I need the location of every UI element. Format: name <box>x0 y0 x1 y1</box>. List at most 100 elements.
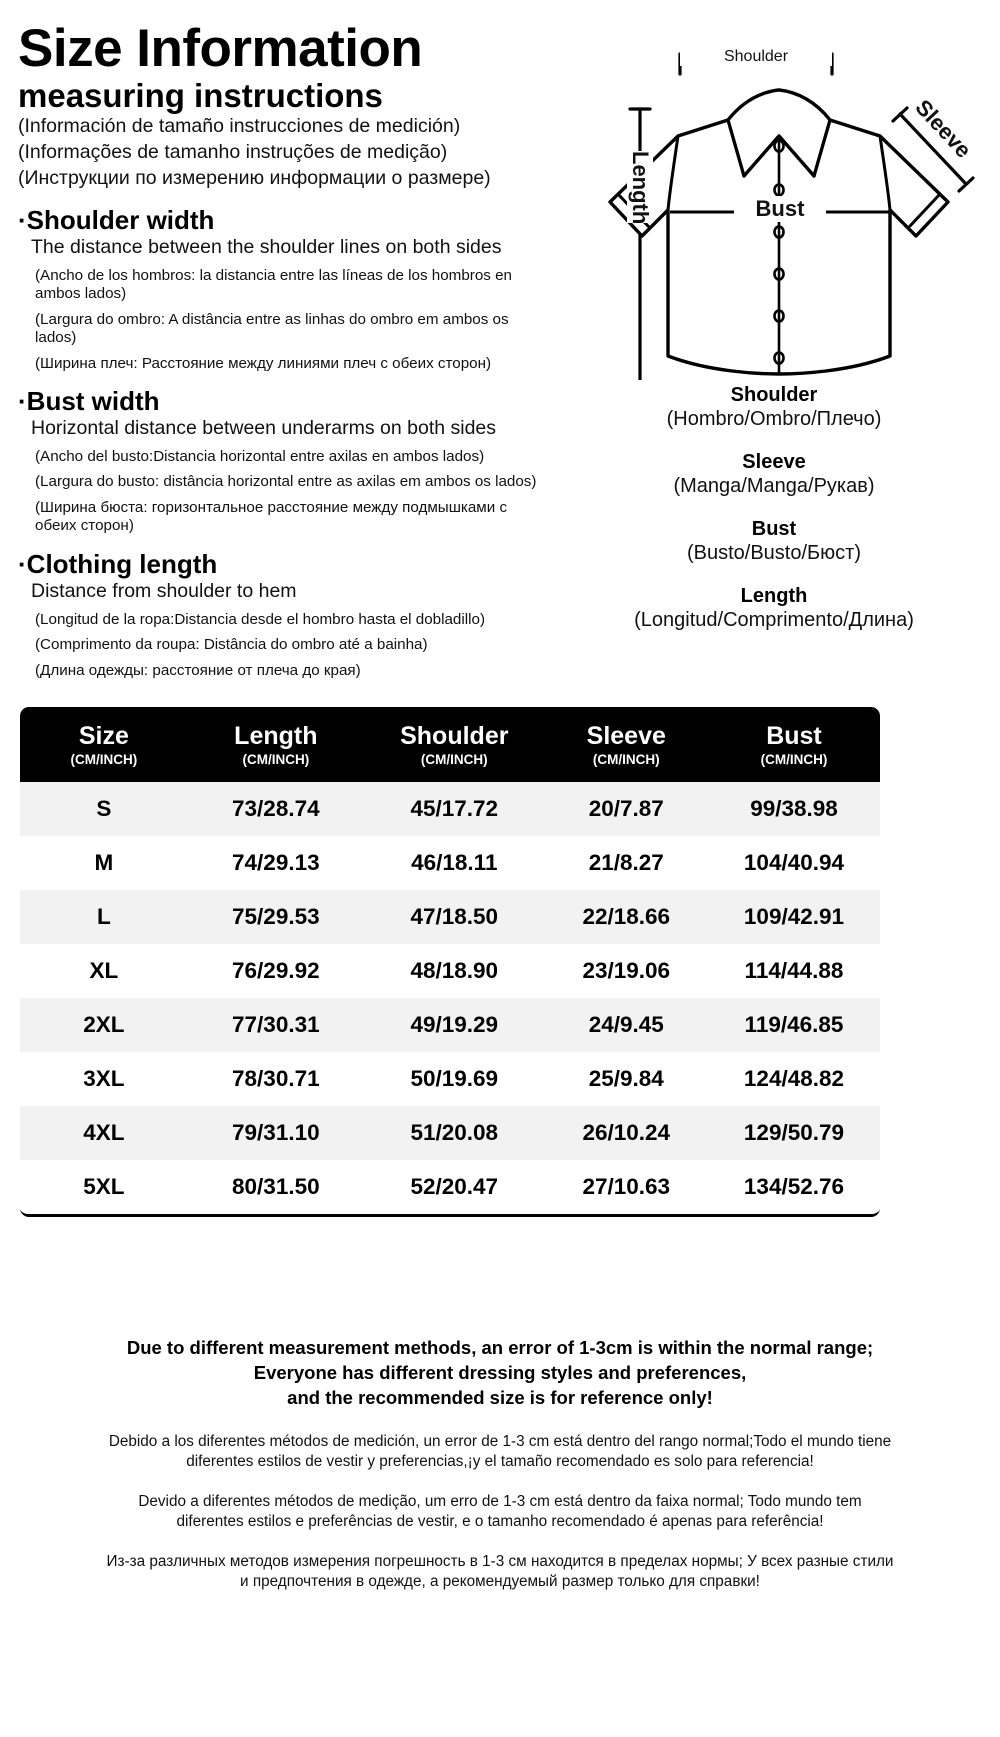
disclaimer-ru-line-1: Из-за различных методов измерения погреш… <box>106 1552 894 1570</box>
bullet-icon: · <box>18 205 27 236</box>
disclaimer-es-line-1: Debido a los diferentes métodos de medic… <box>108 1433 892 1451</box>
column-unit: (CM/INCH) <box>70 752 138 767</box>
column-header-length: Length (CM/INCH) <box>188 707 364 782</box>
section-heading-text: Bust width <box>26 386 160 417</box>
column-unit: (CM/INCH) <box>420 752 488 767</box>
section-description: Horizontal distance between underarms on… <box>31 417 497 440</box>
table-row: 3XL 78/30.71 50/19.69 25/9.84 124/48.82 <box>20 1052 880 1107</box>
cell-length: 76/29.92 <box>232 958 320 984</box>
section-heading: ·Shoulder width <box>18 206 546 235</box>
cell-length: 73/28.74 <box>232 796 320 822</box>
diagram-label-shoulder: Shoulder <box>680 48 832 66</box>
section-heading-text: Shoulder width <box>26 205 215 236</box>
column-unit: (CM/INCH) <box>592 752 660 767</box>
cell-length: 80/31.50 <box>232 1174 320 1200</box>
table-row: XL 76/29.92 48/18.90 23/19.06 114/44.88 <box>20 944 880 999</box>
section-translation-ru: (Длина одежды: расстояние от плеча до кр… <box>35 661 361 679</box>
section-translation-es: (Ancho de los hombros: la distancia entr… <box>35 266 512 303</box>
legend-translation: (Longitud/Comprimento/Длина) <box>634 609 914 631</box>
column-label: Length <box>234 722 318 750</box>
cell-sleeve: 23/19.06 <box>582 958 671 984</box>
table-row: 5XL 80/31.50 52/20.47 27/10.63 134/52.76 <box>20 1160 880 1215</box>
title-translation-es: (Información de tamaño instrucciones de … <box>18 115 461 138</box>
column-header-sleeve: Sleeve (CM/INCH) <box>545 707 708 782</box>
disclaimer-en-line-2: Everyone has different dressing styles a… <box>253 1362 747 1384</box>
legend-item-bust: Bust (Busto/Busto/Бюст) <box>548 518 1000 565</box>
disclaimer-ru-line-2: и предпочтения в одежде, а рекомендуемый… <box>240 1572 760 1590</box>
table-row: 4XL 79/31.10 51/20.08 26/10.24 129/50.79 <box>20 1106 880 1161</box>
section-translation-es: (Ancho del busto:Distancia horizontal en… <box>35 447 485 465</box>
legend-label: Shoulder <box>730 384 818 406</box>
disclaimer-es: Debido a los diferentes métodos de medic… <box>30 1432 970 1472</box>
size-table: Size (CM/INCH) Length (CM/INCH) Shoulder… <box>20 707 880 1215</box>
cell-size: 2XL <box>83 1012 125 1038</box>
cell-length: 75/29.53 <box>232 904 320 930</box>
column-label: Shoulder <box>400 722 509 750</box>
cell-sleeve: 26/10.24 <box>582 1120 671 1146</box>
column-label: Size <box>78 722 129 750</box>
cell-sleeve: 20/7.87 <box>588 796 664 822</box>
cell-shoulder: 48/18.90 <box>410 958 499 984</box>
cell-shoulder: 45/17.72 <box>410 796 499 822</box>
section-bust-width: ·Bust width Horizontal distance between … <box>18 387 546 536</box>
section-translation-ru: (Ширина бюста: горизонтальное расстояние… <box>35 498 508 535</box>
diagram-label-length: Length <box>627 151 653 225</box>
column-label: Bust <box>766 722 822 750</box>
column-label: Sleeve <box>586 722 666 750</box>
column-unit: (CM/INCH) <box>242 752 310 767</box>
cell-sleeve: 22/18.66 <box>582 904 671 930</box>
disclaimer-en-line-3: and the recommended size is for referenc… <box>287 1387 713 1409</box>
section-description: Distance from shoulder to hem <box>31 580 297 603</box>
instructions-column: Size Information measuring instructions … <box>18 19 546 680</box>
legend-translation: (Manga/Manga/Рукав) <box>673 475 875 497</box>
title-translation-ru: (Инструкции по измерению информации о ра… <box>18 167 491 190</box>
size-table-body: S 73/28.74 45/17.72 20/7.87 99/38.98 M 7… <box>20 782 880 1215</box>
cell-shoulder: 49/19.29 <box>410 1012 499 1038</box>
cell-shoulder: 46/18.11 <box>411 850 498 876</box>
table-row: M 74/29.13 46/18.11 21/8.27 104/40.94 <box>20 836 880 891</box>
page-subtitle: measuring instructions <box>18 77 383 115</box>
table-header-row: Size (CM/INCH) Length (CM/INCH) Shoulder… <box>20 707 880 783</box>
bullet-icon: · <box>18 549 27 580</box>
title-translation-pt: (Informações de tamanho instruções de me… <box>18 141 448 164</box>
cell-size: 3XL <box>83 1066 125 1092</box>
section-clothing-length: ·Clothing length Distance from shoulder … <box>18 549 546 680</box>
cell-bust: 129/50.79 <box>743 1120 845 1146</box>
cell-bust: 104/40.94 <box>743 850 845 876</box>
legend-item-length: Length (Longitud/Comprimento/Длина) <box>548 585 1000 632</box>
disclaimer-pt-line-2: diferentes estilos e preferências de ves… <box>176 1513 824 1531</box>
size-table-head: Size (CM/INCH) Length (CM/INCH) Shoulder… <box>20 707 880 783</box>
disclaimer-pt: Devido a diferentes métodos de medição, … <box>30 1492 970 1532</box>
column-header-bust: Bust (CM/INCH) <box>708 707 880 782</box>
size-table-container: Size (CM/INCH) Length (CM/INCH) Shoulder… <box>20 707 880 1218</box>
page-title: Size Information <box>18 19 423 78</box>
diagram-label-bust: Bust <box>734 196 826 222</box>
legend-translation: (Busto/Busto/Бюст) <box>686 542 861 564</box>
cell-sleeve: 25/9.84 <box>588 1066 664 1092</box>
cell-size: XL <box>89 958 119 984</box>
cell-length: 74/29.13 <box>232 850 320 876</box>
disclaimer-note: Due to different measurement methods, an… <box>30 1335 970 1612</box>
section-translation-es: (Longitud de la ropa:Distancia desde el … <box>35 610 486 628</box>
cell-bust: 119/46.85 <box>744 1012 844 1038</box>
cell-length: 77/30.31 <box>232 1012 320 1038</box>
cell-bust: 124/48.82 <box>743 1066 845 1092</box>
disclaimer-ru: Из-за различных методов измерения погреш… <box>30 1552 970 1592</box>
column-header-shoulder: Shoulder (CM/INCH) <box>364 707 545 782</box>
cell-length: 79/31.10 <box>232 1120 320 1146</box>
legend-item-shoulder: Shoulder (Hombro/Ombro/Плечо) <box>548 384 1000 431</box>
top-section: Size Information measuring instructions … <box>0 0 1000 700</box>
table-row: 2XL 77/30.31 49/19.29 24/9.45 119/46.85 <box>20 998 880 1053</box>
column-header-size: Size (CM/INCH) <box>20 707 188 782</box>
cell-shoulder: 51/20.08 <box>410 1120 499 1146</box>
section-shoulder-width: ·Shoulder width The distance between the… <box>18 206 546 373</box>
section-translation-pt: (Largura do ombro: A distância entre as … <box>35 310 509 347</box>
cell-length: 78/30.71 <box>232 1066 320 1092</box>
cell-size: L <box>96 904 111 930</box>
cell-bust: 99/38.98 <box>750 796 838 822</box>
disclaimer-pt-line-1: Devido a diferentes métodos de medição, … <box>138 1493 862 1511</box>
cell-size: M <box>94 850 114 876</box>
legend-label: Bust <box>751 518 797 540</box>
bullet-icon: · <box>18 386 27 417</box>
